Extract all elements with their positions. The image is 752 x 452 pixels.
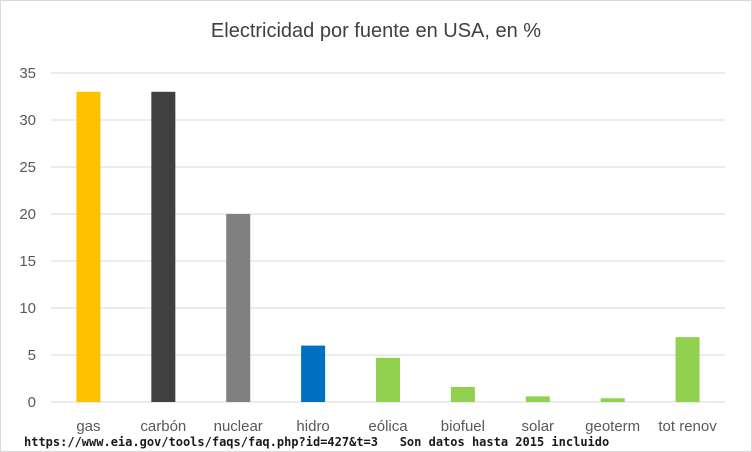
x-tick-label: hidro xyxy=(296,418,329,435)
y-tick-label: 20 xyxy=(19,206,36,223)
x-tick-label: carbón xyxy=(140,418,186,435)
x-tick-label: eólica xyxy=(368,418,408,435)
y-tick-label: 5 xyxy=(28,347,36,364)
source-url: https://www.eia.gov/tools/faqs/faq.php?i… xyxy=(24,435,379,449)
data-note: Son datos hasta 2015 incluido xyxy=(399,435,610,449)
y-tick-label: 35 xyxy=(19,65,36,82)
x-tick-label: biofuel xyxy=(441,418,485,435)
y-tick-label: 0 xyxy=(28,394,36,411)
bar-2 xyxy=(226,214,251,402)
x-tick-label: solar xyxy=(522,418,555,435)
x-tick-label: gas xyxy=(76,418,100,435)
y-tick-label: 30 xyxy=(19,112,36,129)
bar-3 xyxy=(301,345,326,402)
bar-0 xyxy=(76,91,101,403)
bar-7 xyxy=(600,398,625,402)
bars xyxy=(76,91,700,403)
y-tick-label: 10 xyxy=(19,300,36,317)
bar-5 xyxy=(450,386,475,402)
x-tick-label: nuclear xyxy=(214,418,263,435)
y-axis-ticks: 0 5 10 15 20 25 30 35 xyxy=(19,65,36,411)
x-tick-label: geoterm xyxy=(585,418,640,435)
y-tick-label: 25 xyxy=(19,159,36,176)
x-axis-ticks: gas carbón nuclear hidro eólica biofuel solar g… xyxy=(76,418,717,435)
y-tick-label: 15 xyxy=(19,253,36,270)
source-note: https://www.eia.gov/tools/faqs/faq.php?i… xyxy=(24,435,609,449)
bar-4 xyxy=(376,357,400,402)
bar-1 xyxy=(151,91,176,403)
chart-title: Electricidad por fuente en USA, en % xyxy=(210,20,542,42)
x-tick-label: tot renov xyxy=(658,418,717,435)
bar-8 xyxy=(675,337,700,402)
bar-6 xyxy=(525,396,550,402)
